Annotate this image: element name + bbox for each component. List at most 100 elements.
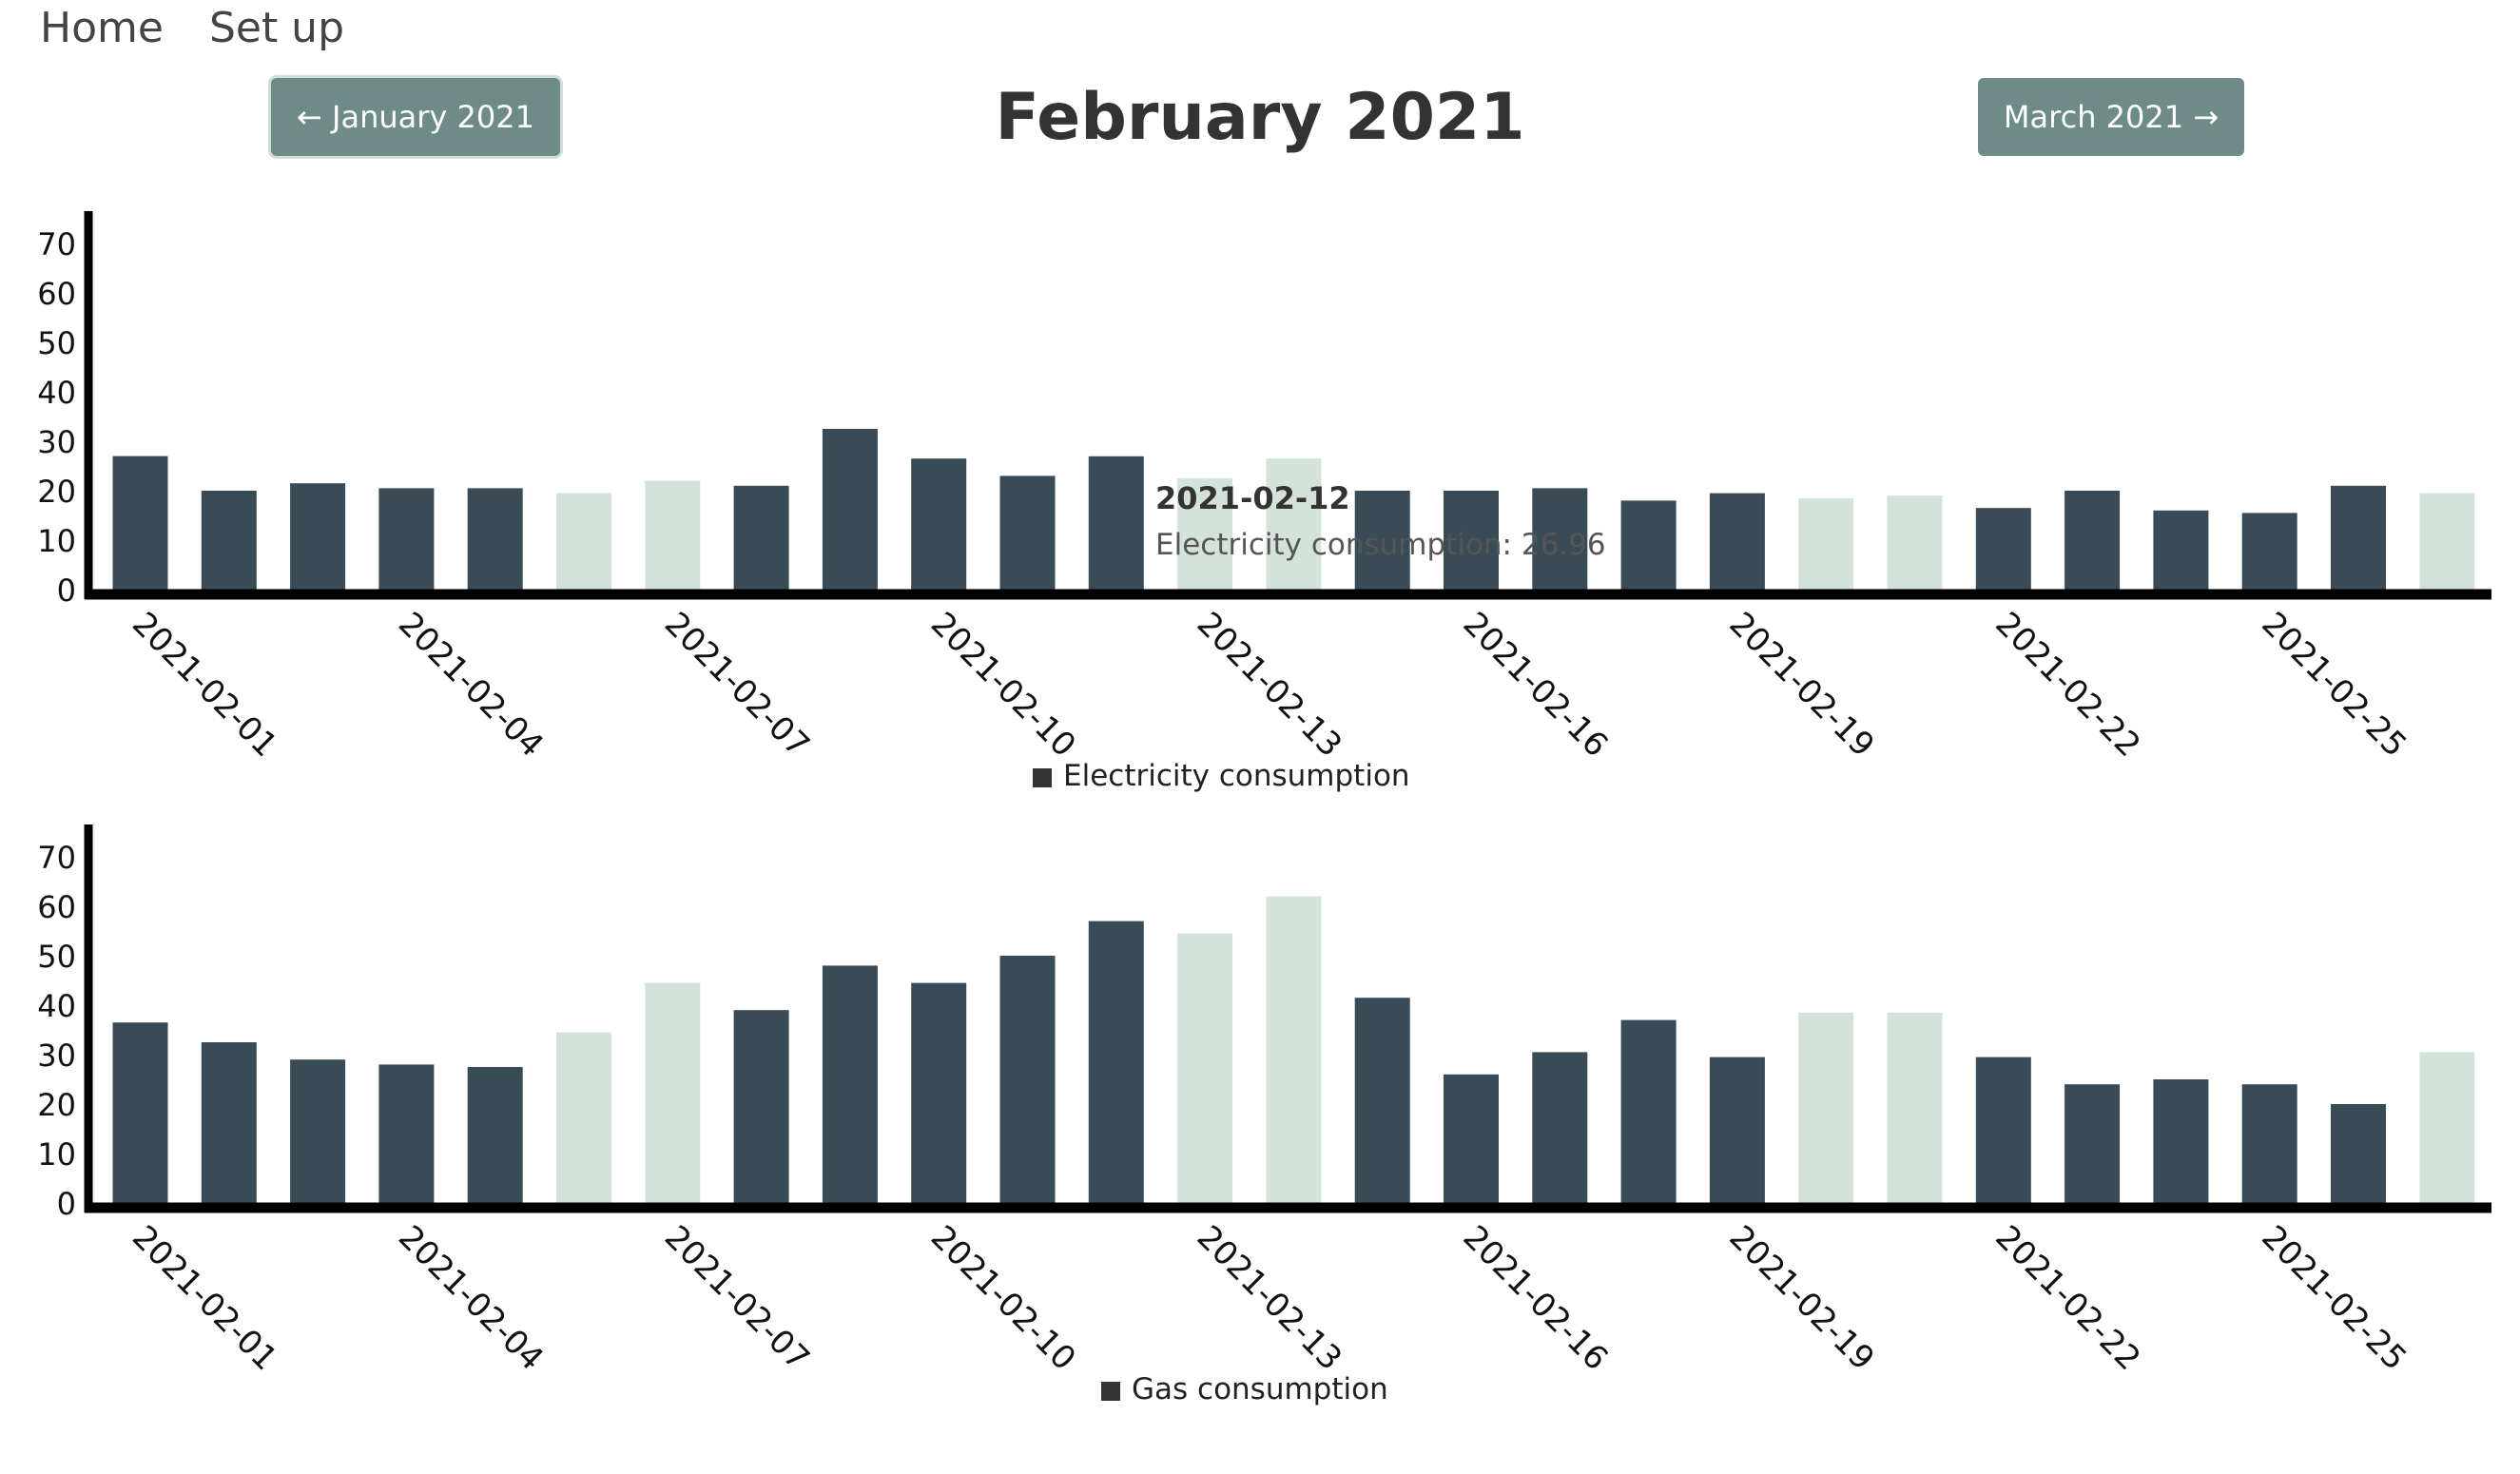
y-tick-label: 50 [37, 325, 76, 361]
bar-2021-02-22 [1975, 508, 2031, 590]
nav-setup-link[interactable]: Set up [208, 4, 344, 52]
gas-chart: 0 10 20 30 40 50 60 70 2021-02-01 2021-02-04 2021-… [37, 824, 2491, 1406]
x-tick-label: 2021-02-07 [657, 605, 817, 765]
bar-2021-02-23 [2064, 1084, 2121, 1203]
y-tick-label: 0 [57, 572, 76, 609]
bar-2021-02-14 [1266, 458, 1322, 590]
bar-2021-02-07 [645, 480, 701, 590]
bar-2021-02-02 [201, 491, 257, 590]
bar-2021-02-14 [1266, 896, 1322, 1203]
tooltip-value: Electricity consumption: 26.96 [1155, 528, 1606, 562]
bar-2021-02-11 [999, 956, 1056, 1203]
bar-2021-02-26 [2331, 1104, 2386, 1203]
bar-2021-02-18 [1620, 500, 1677, 590]
bar-2021-02-02 [201, 1042, 257, 1203]
bar-2021-02-21 [1887, 1012, 1943, 1203]
bar-2021-02-08 [733, 485, 789, 590]
bar-2021-02-06 [556, 493, 611, 590]
y-tick-label: 40 [37, 375, 76, 411]
bar-2021-02-03 [290, 483, 346, 590]
y-tick-label: 70 [37, 840, 76, 876]
x-tick-label: 2021-02-25 [2254, 605, 2413, 765]
x-tick-label: 2021-02-19 [1722, 605, 1882, 765]
bar-2021-02-27 [2419, 1052, 2475, 1203]
y-tick-label: 50 [37, 939, 76, 975]
next-month-button[interactable]: March 2021 → [1978, 78, 2244, 156]
y-tick-label: 20 [37, 474, 76, 510]
x-tick-label: 2021-02-19 [1722, 1218, 1882, 1378]
bar-2021-02-25 [2241, 1084, 2297, 1203]
x-tick-label: 2021-02-04 [391, 1218, 551, 1378]
x-tick-label: 2021-02-16 [1456, 1218, 1616, 1378]
bar-2021-02-21 [1887, 495, 1943, 590]
bar-2021-02-12 [1088, 456, 1144, 590]
bar-2021-02-04 [378, 1064, 435, 1203]
bar-2021-02-18 [1620, 1019, 1677, 1203]
y-tick-label: 40 [37, 988, 76, 1024]
bar-2021-02-16 [1444, 491, 1499, 590]
bar-2021-02-01 [112, 456, 168, 590]
bar-2021-02-16 [1444, 1074, 1499, 1203]
bar-2021-02-11 [999, 475, 1056, 590]
bar-2021-02-17 [1532, 488, 1588, 590]
x-tick-label: 2021-02-22 [1987, 605, 2147, 765]
legend-swatch [1101, 1382, 1120, 1401]
bar-2021-02-10 [911, 458, 967, 590]
x-tick-label: 2021-02-25 [2254, 1218, 2413, 1378]
bar-2021-02-23 [2064, 491, 2121, 590]
bar-2021-02-05 [467, 488, 523, 590]
y-tick-label: 70 [37, 226, 76, 262]
bar-2021-02-20 [1798, 497, 1854, 590]
x-tick-label: 2021-02-13 [1190, 605, 1349, 765]
x-tick-label: 2021-02-10 [923, 1218, 1083, 1378]
bar-2021-02-01 [112, 1022, 168, 1203]
y-tick-label: 60 [37, 276, 76, 312]
bar-2021-02-05 [467, 1067, 523, 1203]
y-tick-label: 30 [37, 1038, 76, 1074]
bar-2021-02-22 [1975, 1057, 2031, 1203]
legend-label: Gas consumption [1132, 1372, 1388, 1406]
y-tick-label: 10 [37, 1136, 76, 1173]
bar-2021-02-24 [2153, 1079, 2209, 1203]
tooltip-date: 2021-02-12 [1155, 480, 1350, 516]
x-tick-label: 2021-02-04 [391, 605, 551, 765]
bar-2021-02-19 [1709, 1057, 1765, 1203]
bar-2021-02-17 [1532, 1052, 1588, 1203]
bar-2021-02-07 [645, 982, 701, 1203]
bar-2021-02-10 [911, 982, 967, 1203]
bar-2021-02-13 [1177, 478, 1233, 590]
x-tick-label: 2021-02-01 [125, 1218, 284, 1378]
y-tick-label: 20 [37, 1087, 76, 1123]
legend-label: Electricity consumption [1063, 759, 1410, 793]
x-tick-label: 2021-02-01 [125, 605, 284, 765]
bar-2021-02-06 [556, 1032, 611, 1203]
y-tick-label: 10 [37, 523, 76, 559]
y-tick-label: 0 [57, 1186, 76, 1222]
bar-2021-02-25 [2241, 513, 2297, 590]
tooltip: 2021-02-12 Electricity consumption: 26.96 [1155, 480, 1606, 562]
bar-2021-02-27 [2419, 493, 2475, 590]
bar-2021-02-03 [290, 1059, 346, 1203]
y-tick-label: 60 [37, 889, 76, 925]
page-title: February 2021 [995, 80, 1525, 155]
bar-2021-02-13 [1177, 933, 1233, 1203]
bar-2021-02-15 [1354, 491, 1410, 590]
electricity-chart: 0 10 20 30 40 50 60 70 2021-02-01 2021-02-04 2021-… [37, 211, 2491, 793]
legend-swatch [1033, 768, 1052, 787]
nav-home-link[interactable]: Home [40, 4, 164, 52]
bar-2021-02-12 [1088, 921, 1144, 1203]
bar-2021-02-20 [1798, 1012, 1854, 1203]
x-tick-label: 2021-02-13 [1190, 1218, 1349, 1378]
bar-2021-02-08 [733, 1010, 789, 1203]
bar-2021-02-09 [822, 429, 878, 590]
prev-month-button[interactable]: ← January 2021 [271, 78, 560, 156]
x-tick-label: 2021-02-16 [1456, 605, 1616, 765]
bar-2021-02-15 [1354, 998, 1410, 1203]
x-tick-label: 2021-02-10 [923, 605, 1083, 765]
bar-2021-02-19 [1709, 493, 1765, 590]
top-nav: Home Set up [40, 4, 344, 52]
bar-2021-02-04 [378, 488, 435, 590]
bar-2021-02-09 [822, 965, 878, 1203]
y-tick-label: 30 [37, 424, 76, 460]
bar-2021-02-26 [2331, 485, 2386, 590]
